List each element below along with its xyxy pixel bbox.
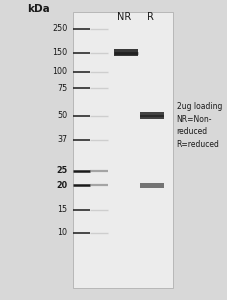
Text: 15: 15 bbox=[57, 206, 67, 214]
Text: 100: 100 bbox=[52, 68, 67, 76]
Text: 50: 50 bbox=[57, 111, 67, 120]
Text: kDa: kDa bbox=[27, 4, 50, 14]
Text: 2ug loading
NR=Non-
reduced
R=reduced: 2ug loading NR=Non- reduced R=reduced bbox=[176, 102, 221, 148]
Text: 75: 75 bbox=[57, 84, 67, 93]
Text: 20: 20 bbox=[56, 181, 67, 190]
Text: 250: 250 bbox=[52, 24, 67, 33]
Text: R: R bbox=[146, 11, 153, 22]
FancyBboxPatch shape bbox=[140, 112, 163, 119]
Text: 37: 37 bbox=[57, 135, 67, 144]
Text: 10: 10 bbox=[57, 228, 67, 237]
FancyBboxPatch shape bbox=[73, 12, 173, 288]
Text: 25: 25 bbox=[56, 167, 67, 176]
Text: 150: 150 bbox=[52, 48, 67, 57]
FancyBboxPatch shape bbox=[140, 183, 163, 188]
Text: NR: NR bbox=[117, 11, 131, 22]
FancyBboxPatch shape bbox=[114, 49, 137, 56]
